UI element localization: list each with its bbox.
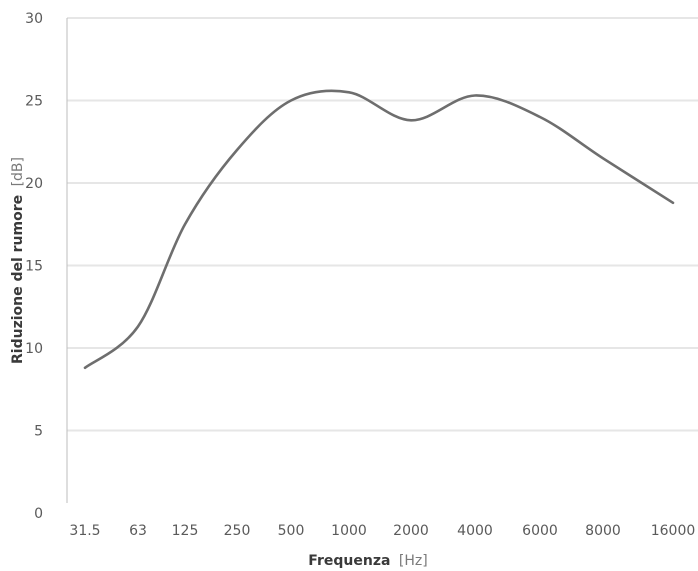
- x-tick-label: 16000: [651, 523, 696, 539]
- x-axis-title-unit: [Hz]: [399, 553, 428, 569]
- y-axis-title-unit: [dB]: [10, 157, 26, 186]
- x-tick-label: 31.5: [69, 523, 100, 539]
- series-line: [83, 89, 675, 370]
- y-tick-label: 25: [25, 94, 43, 110]
- y-tick-label: 5: [34, 424, 43, 440]
- y-axis-title: Riduzione del rumore [dB]: [10, 157, 26, 364]
- x-axis-title-label: Frequenza: [308, 553, 390, 569]
- y-tick-label: 10: [25, 341, 43, 357]
- y-axis-title-label: Riduzione del rumore: [10, 195, 26, 364]
- x-tick-label: 2000: [393, 523, 429, 539]
- x-tick-label: 250: [224, 523, 251, 539]
- y-tick-label: 30: [25, 11, 43, 27]
- x-tick-label: 8000: [585, 523, 621, 539]
- y-tick-label: 0: [34, 506, 43, 522]
- y-tick-labels: 0 5 10 15 20 25 30: [25, 11, 43, 522]
- y-tick-label: 20: [25, 176, 43, 192]
- x-tick-label: 125: [172, 523, 199, 539]
- x-tick-labels: 31.5 63 125 250 500 1000 2000 4000 6000 8000 16000: [69, 523, 695, 539]
- x-axis-title: Frequenza [Hz]: [308, 553, 427, 569]
- x-tick-label: 4000: [457, 523, 493, 539]
- x-tick-label: 500: [278, 523, 305, 539]
- x-tick-label: 1000: [331, 523, 367, 539]
- y-tick-label: 15: [25, 259, 43, 275]
- gridlines: [67, 17, 698, 432]
- x-tick-label: 63: [129, 523, 147, 539]
- x-tick-label: 6000: [522, 523, 558, 539]
